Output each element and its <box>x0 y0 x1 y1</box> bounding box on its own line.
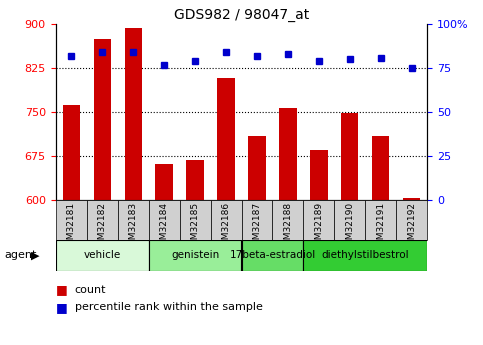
Text: percentile rank within the sample: percentile rank within the sample <box>75 302 263 312</box>
Bar <box>217 78 235 200</box>
Text: 17beta-estradiol: 17beta-estradiol <box>229 250 315 260</box>
Bar <box>248 136 266 200</box>
Text: GSM32182: GSM32182 <box>98 202 107 251</box>
Text: GSM32188: GSM32188 <box>284 202 293 251</box>
Text: count: count <box>75 285 106 295</box>
Text: diethylstilbestrol: diethylstilbestrol <box>322 250 409 260</box>
Bar <box>125 28 142 200</box>
Bar <box>211 200 242 240</box>
Bar <box>280 108 297 200</box>
Bar <box>366 200 397 240</box>
Text: GSM32192: GSM32192 <box>408 202 416 251</box>
Bar <box>186 160 203 200</box>
Bar <box>334 200 366 240</box>
Text: GSM32189: GSM32189 <box>314 202 324 251</box>
Bar <box>303 240 427 271</box>
Bar <box>272 200 303 240</box>
Bar <box>180 200 211 240</box>
Bar <box>156 164 172 200</box>
Text: GSM32184: GSM32184 <box>159 202 169 251</box>
Bar <box>403 198 421 200</box>
Bar <box>397 200 427 240</box>
Text: GSM32190: GSM32190 <box>345 202 355 251</box>
Text: GSM32183: GSM32183 <box>128 202 138 251</box>
Text: GSM32187: GSM32187 <box>253 202 261 251</box>
Bar <box>117 200 149 240</box>
Bar <box>303 200 334 240</box>
Bar <box>341 113 358 200</box>
Bar <box>56 240 149 271</box>
Bar <box>62 105 80 200</box>
Text: genistein: genistein <box>171 250 219 260</box>
Bar <box>372 136 389 200</box>
Bar <box>149 240 242 271</box>
Bar <box>94 39 111 200</box>
Text: agent: agent <box>5 250 37 260</box>
Text: vehicle: vehicle <box>84 250 121 260</box>
Bar <box>86 200 117 240</box>
Text: GSM32181: GSM32181 <box>67 202 75 251</box>
Text: ■: ■ <box>56 300 67 314</box>
Text: ▶: ▶ <box>31 250 40 260</box>
Text: GSM32185: GSM32185 <box>190 202 199 251</box>
Bar <box>242 200 272 240</box>
Text: GSM32191: GSM32191 <box>376 202 385 251</box>
Text: ■: ■ <box>56 283 67 296</box>
Bar <box>311 150 327 200</box>
Title: GDS982 / 98047_at: GDS982 / 98047_at <box>174 8 309 22</box>
Bar <box>149 200 180 240</box>
Text: GSM32186: GSM32186 <box>222 202 230 251</box>
Bar <box>242 240 303 271</box>
Bar <box>56 200 86 240</box>
